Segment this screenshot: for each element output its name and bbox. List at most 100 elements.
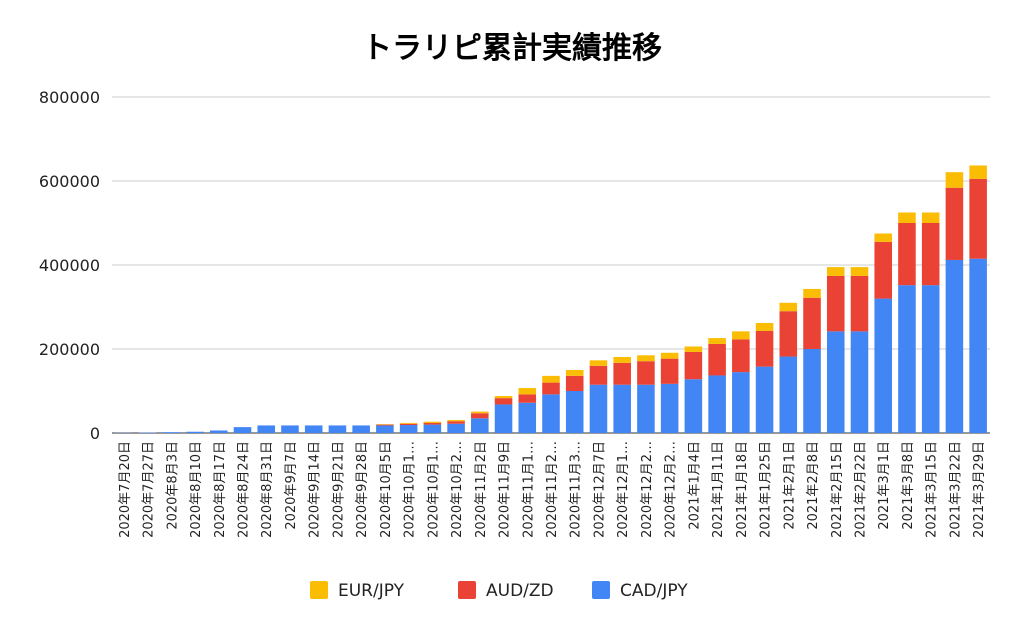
x-tick-label: 2021年2月1日 bbox=[782, 441, 797, 530]
x-tick-label: 2021年2月15日 bbox=[830, 441, 845, 538]
bar-eur-jpy bbox=[660, 352, 679, 359]
bar-eur-jpy bbox=[423, 421, 442, 423]
legend-swatch bbox=[592, 581, 610, 599]
bar-cad-jpy bbox=[376, 425, 394, 433]
x-tick-label: 2021年1月11日 bbox=[711, 441, 726, 538]
x-tick-label: 2020年12月1… bbox=[616, 441, 631, 538]
bar-eur-jpy bbox=[471, 411, 489, 414]
legend-swatch bbox=[458, 581, 476, 599]
bar-cad-jpy bbox=[898, 285, 916, 433]
bar-cad-jpy bbox=[233, 427, 252, 433]
bar-cad-jpy bbox=[328, 425, 347, 433]
bar-aud-zd bbox=[803, 297, 821, 349]
x-tick-label: 2020年8月24日 bbox=[237, 441, 252, 538]
bar-aud-zd bbox=[376, 424, 394, 426]
bar-cad-jpy bbox=[779, 356, 798, 433]
bar-cad-jpy bbox=[589, 384, 608, 433]
bar-cad-jpy bbox=[518, 402, 537, 433]
bar-cad-jpy bbox=[660, 383, 679, 433]
bar-cad-jpy bbox=[803, 349, 821, 433]
bar-cad-jpy bbox=[565, 391, 584, 433]
x-tick-label: 2021年3月8日 bbox=[901, 441, 916, 530]
x-tick-label: 2021年3月29日 bbox=[972, 441, 987, 538]
bar-aud-zd bbox=[613, 362, 631, 385]
x-tick-label: 2021年1月25日 bbox=[759, 441, 774, 538]
bar-cad-jpy bbox=[447, 423, 465, 433]
bar-cad-jpy bbox=[732, 372, 750, 433]
x-tick-label: 2020年11月3… bbox=[569, 441, 584, 538]
bar-eur-jpy bbox=[684, 346, 703, 352]
bar-eur-jpy bbox=[921, 212, 940, 223]
x-tick-label: 2021年1月4日 bbox=[687, 441, 702, 530]
bar-eur-jpy bbox=[565, 370, 584, 376]
bar-cad-jpy bbox=[684, 379, 703, 433]
x-tick-label: 2020年12月2… bbox=[664, 441, 679, 538]
x-tick-label: 2020年8月17日 bbox=[213, 441, 228, 538]
bar-aud-zd bbox=[874, 241, 892, 299]
x-tick-label: 2020年7月27日 bbox=[142, 441, 157, 538]
bar-cad-jpy bbox=[945, 259, 964, 433]
x-tick-label: 2020年9月28日 bbox=[355, 441, 370, 538]
bar-aud-zd bbox=[945, 187, 964, 260]
bar-eur-jpy bbox=[898, 212, 916, 223]
bar-cad-jpy bbox=[755, 366, 774, 433]
bar-eur-jpy bbox=[826, 267, 845, 276]
x-axis-ticks: 2020年7月20日 2020年7月27日 2020年8月3日 2020年8月10日 2… bbox=[118, 441, 987, 538]
x-tick-label: 2020年10月5日 bbox=[379, 441, 394, 538]
bar-cad-jpy bbox=[257, 425, 276, 433]
bar-aud-zd bbox=[755, 330, 774, 367]
x-tick-label: 2021年3月1日 bbox=[877, 441, 892, 530]
bar-cad-jpy bbox=[708, 375, 726, 433]
bar-aud-zd bbox=[708, 343, 726, 376]
bar-eur-jpy bbox=[637, 355, 655, 362]
bar-aud-zd bbox=[447, 421, 465, 424]
bar-eur-jpy bbox=[613, 356, 631, 363]
bar-cad-jpy bbox=[921, 285, 940, 433]
bar-aud-zd bbox=[423, 422, 442, 425]
x-tick-label: 2020年9月14日 bbox=[308, 441, 323, 538]
bar-cad-jpy bbox=[471, 418, 489, 433]
bar-aud-zd bbox=[399, 423, 418, 426]
bar-eur-jpy bbox=[589, 360, 608, 366]
bar-cad-jpy bbox=[304, 425, 323, 433]
x-tick-label: 2021年3月15日 bbox=[925, 441, 940, 538]
x-tick-label: 2020年12月7日 bbox=[592, 441, 607, 538]
bar-cad-jpy bbox=[542, 394, 560, 433]
bar-aud-zd bbox=[826, 275, 845, 332]
bar-aud-zd bbox=[921, 223, 940, 286]
y-tick-label: 600000 bbox=[39, 172, 100, 191]
x-tick-label: 2020年8月10日 bbox=[189, 441, 204, 538]
bar-cad-jpy bbox=[186, 431, 204, 433]
bar-eur-jpy bbox=[494, 396, 513, 399]
bar-eur-jpy bbox=[399, 422, 418, 424]
bar-cad-jpy bbox=[613, 384, 631, 433]
x-tick-label: 2020年11月9日 bbox=[498, 441, 513, 538]
bar-aud-zd bbox=[589, 365, 608, 385]
x-tick-label: 2021年2月8日 bbox=[806, 441, 821, 530]
x-tick-label: 2020年11月1… bbox=[521, 441, 536, 538]
bar-cad-jpy bbox=[352, 425, 370, 433]
bar-aud-zd bbox=[779, 311, 798, 357]
legend-label: AUD/ZD bbox=[486, 581, 554, 601]
bars bbox=[115, 165, 987, 433]
bar-eur-jpy bbox=[447, 419, 465, 422]
bar-aud-zd bbox=[898, 223, 916, 286]
x-tick-label: 2020年10月2… bbox=[450, 441, 465, 538]
bar-eur-jpy bbox=[945, 172, 964, 188]
bar-eur-jpy bbox=[874, 233, 892, 242]
chart-title: トラリピ累計実績推移 bbox=[362, 31, 662, 66]
bar-aud-zd bbox=[518, 394, 537, 403]
x-tick-label: 2021年3月22日 bbox=[948, 441, 963, 538]
x-tick-label: 2021年2月22日 bbox=[853, 441, 868, 538]
bar-eur-jpy bbox=[779, 302, 798, 312]
y-tick-label: 400000 bbox=[39, 256, 100, 275]
x-tick-label: 2020年8月31日 bbox=[260, 441, 275, 538]
bar-cad-jpy bbox=[162, 432, 181, 433]
legend-swatch bbox=[310, 581, 328, 599]
bar-eur-jpy bbox=[732, 331, 750, 340]
x-tick-label: 2021年1月18日 bbox=[735, 441, 750, 538]
x-tick-label: 2020年8月3日 bbox=[165, 441, 180, 530]
y-tick-label: 800000 bbox=[39, 88, 100, 107]
bar-cad-jpy bbox=[637, 384, 655, 433]
